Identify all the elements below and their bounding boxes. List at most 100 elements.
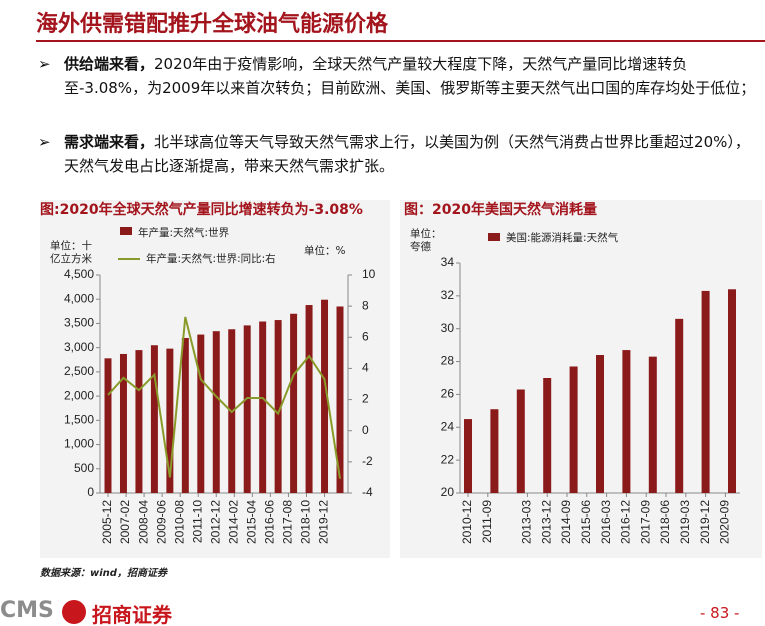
- legend-swatch: [488, 233, 500, 241]
- chart-title: 图:2020年全球天然气产量同比增速转负为-3.08%: [40, 202, 363, 218]
- source: 数据来源：wind，招商证券: [40, 568, 167, 579]
- y-tick-label: 4,000: [64, 291, 94, 305]
- x-tick-label: 2010-08: [172, 500, 186, 544]
- x-tick-label: 2011-10: [190, 500, 204, 543]
- bullet: ➢ 需求端来看，北半球高位等天气导致天然气需求上行，以美国为例（天然气消费占世界…: [38, 130, 760, 178]
- x-tick-label: 2011-09: [480, 500, 494, 543]
- bar: [119, 353, 127, 493]
- y2-tick-label: 8: [362, 298, 369, 312]
- x-tick-label: 2014-09: [559, 500, 573, 544]
- y-unit: 单位：十亿立方米: [50, 240, 92, 265]
- bar: [464, 419, 472, 493]
- y-tick-label: 3,000: [64, 340, 94, 354]
- bar: [543, 378, 552, 493]
- y-tick-label: 1,500: [64, 413, 94, 427]
- y-tick-label: 26: [441, 387, 455, 401]
- bar: [728, 289, 736, 493]
- x-tick-label: 2015-06: [579, 500, 593, 544]
- x-tick-label: 2009-06: [154, 500, 168, 544]
- y-tick-label: 0: [87, 485, 94, 499]
- y2-tick-label: 10: [362, 267, 376, 281]
- x-tick-label: 2015-04: [245, 500, 259, 544]
- x-tick-label: 2019-12: [698, 500, 712, 544]
- bar: [321, 299, 329, 493]
- x-tick-label: 2020-09: [718, 500, 732, 544]
- bar: [259, 321, 267, 493]
- bar: [516, 389, 525, 493]
- y2-tick-label: 4: [362, 361, 369, 375]
- line: [107, 316, 341, 479]
- bullet: ➢ 供给端来看，2020年由于疫情影响，全球天然气产量较大程度下降，天然气产量同…: [38, 52, 760, 100]
- bar: [336, 306, 344, 493]
- bullet-marker: ➢: [38, 55, 51, 73]
- bar: [274, 320, 282, 493]
- x-tick-label: 2017-09: [638, 500, 652, 544]
- x-tick-label: 2005-12: [100, 500, 114, 544]
- bar: [622, 350, 631, 493]
- x-tick-label: 2016-06: [263, 500, 277, 544]
- y2-tick-label: -2: [362, 454, 373, 468]
- y2-tick-label: 6: [362, 329, 369, 343]
- bar: [150, 345, 158, 493]
- y2-tick-label: -4: [362, 485, 373, 499]
- legend-label: 年产量:天然气:世界:同比:右: [146, 253, 276, 265]
- bullet-lead: 供给端来看，: [64, 55, 155, 73]
- chart-title: 图：2020年美国天然气消耗量: [404, 202, 597, 218]
- bullet-marker: ➢: [38, 133, 51, 151]
- x-tick-label: 2014-02: [226, 500, 240, 544]
- bar: [701, 290, 710, 493]
- y-tick-label: 32: [441, 288, 455, 302]
- bar: [181, 337, 189, 493]
- x-tick-label: 2010-12: [460, 500, 474, 544]
- title-rule: [36, 40, 765, 42]
- bar: [675, 318, 684, 493]
- x-tick-label: 2008-04: [136, 500, 150, 544]
- x-tick-label: 2007-02: [118, 500, 132, 544]
- slide-title: 海外供需错配推升全球油气能源价格: [36, 12, 389, 37]
- page-number: - 83 -: [700, 604, 740, 622]
- bar: [104, 358, 112, 493]
- x-tick-label: 2017-08: [281, 500, 295, 544]
- logo: [62, 600, 86, 624]
- y-tick-label: 24: [441, 419, 455, 433]
- y-tick-label: 1,000: [64, 437, 94, 451]
- y-unit: 单位：夸德: [410, 228, 442, 253]
- x-tick-label: 2013-12: [539, 500, 553, 544]
- bar: [243, 325, 251, 493]
- x-tick-label: 2016-03: [599, 500, 613, 544]
- y-tick-label: 22: [441, 452, 455, 466]
- legend-label: 美国:能源消耗量:天然气: [506, 232, 619, 244]
- x-tick-label: 2013-03: [520, 500, 534, 544]
- x-tick-label: 2018-10: [299, 500, 313, 544]
- y2-tick-label: 2: [362, 392, 369, 406]
- y-tick-label: 28: [441, 354, 455, 368]
- x-tick-label: 2012-12: [208, 500, 222, 544]
- bar: [290, 313, 298, 493]
- y2-tick-label: 0: [362, 423, 369, 437]
- bullet-text: 北半球高位等天气导致天然气需求上行，以美国为例（天然气消费占世界比重超过20%）…: [64, 133, 750, 175]
- y-tick-label: 20: [441, 485, 455, 499]
- y-tick-label: 500: [74, 461, 94, 475]
- bar: [166, 348, 174, 493]
- x-tick-label: 2019-12: [317, 500, 331, 544]
- y-tick-label: 2,500: [64, 364, 94, 378]
- y-tick-label: 2,000: [64, 388, 94, 402]
- company: 招商证券: [92, 603, 172, 626]
- bar: [596, 355, 604, 493]
- bullet-lead: 需求端来看，: [64, 133, 155, 151]
- x-tick-label: 2019-03: [678, 500, 692, 544]
- y-tick-label: 3,500: [64, 316, 94, 330]
- y-tick-label: 34: [441, 255, 455, 269]
- bar: [490, 409, 499, 493]
- bar: [305, 305, 313, 493]
- bar: [135, 350, 143, 493]
- legend-label: 年产量:天然气:世界: [138, 227, 230, 239]
- bullet-text: 2020年由于疫情影响，全球天然气产量较大程度下降，天然气产量同比增速转负至-3…: [64, 55, 756, 97]
- bar: [212, 331, 220, 493]
- bar: [197, 334, 205, 493]
- y-tick-label: 4,500: [64, 267, 94, 281]
- y2-unit: 单位：%: [304, 245, 346, 257]
- brand: CMS: [0, 598, 54, 623]
